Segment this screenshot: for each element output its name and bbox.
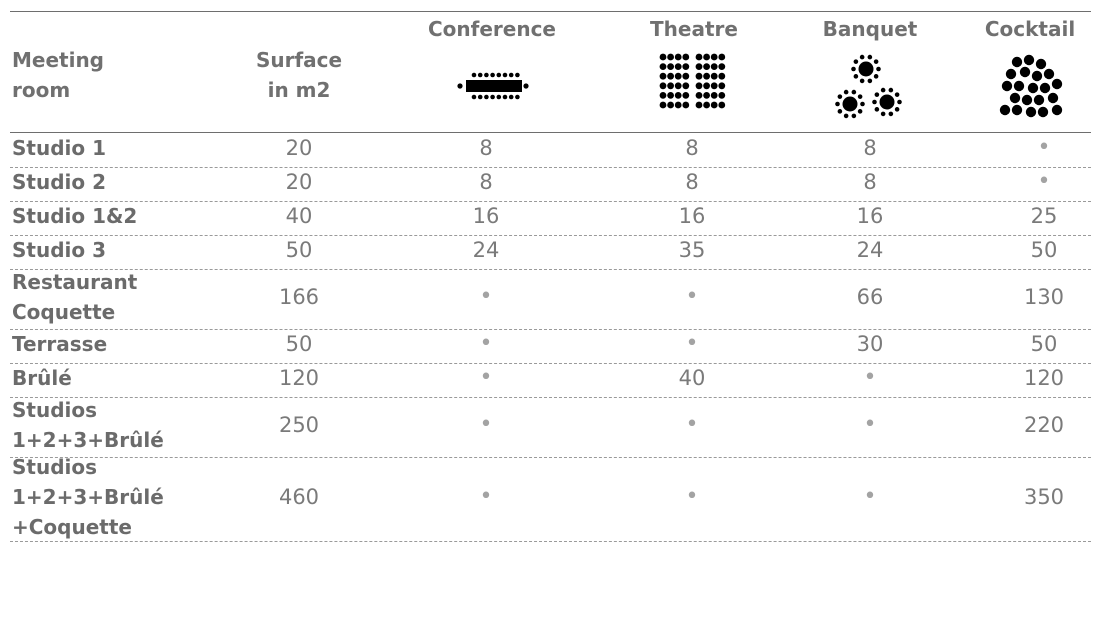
cell-surface: 50 [285,238,313,262]
cell-theatre: 16 [678,204,706,228]
cell-cocktail: 220 [1023,413,1065,437]
row-name: Studio 2 [12,170,106,194]
cell-cocktail: 120 [1023,366,1065,390]
cell-banquet: • [863,365,877,390]
cell-cocktail: 50 [1030,332,1058,356]
table-row: Studios 1+2+3+Brûlé 250 • • • 220 [10,397,1091,458]
table-row: Studio 1&2 40 16 16 16 25 [10,201,1091,236]
table-row: Brûlé 120 • 40 • 120 [10,363,1091,398]
cell-theatre: • [685,484,699,509]
cell-banquet: 30 [856,332,884,356]
cell-banquet: 66 [856,285,884,309]
table-row: Studios 1+2+3+Brûlé +Coquette 460 • • • 350 [10,455,1091,542]
header-surface: Surface in m2 [255,48,343,102]
cell-theatre: 40 [678,366,706,390]
table-row: Studio 1 20 8 8 8 • [10,133,1091,168]
theatre-seating-icon [659,53,726,109]
cell-theatre: • [685,284,699,309]
table-row: Restaurant Coquette 166 • • 66 130 [10,269,1091,330]
cell-theatre: 8 [685,136,699,160]
cell-conference: 24 [472,238,500,262]
header-separator [10,132,1091,133]
cell-surface: 20 [285,136,313,160]
table-row: Studio 2 20 8 8 8 • [10,167,1091,202]
banquet-round-tables-icon [835,54,902,119]
cell-theatre: • [685,412,699,437]
cell-cocktail: • [1037,169,1051,194]
cell-banquet: 24 [856,238,884,262]
row-name: Studio 1 [12,136,106,160]
cell-conference: • [479,365,493,390]
cell-surface: 460 [278,485,320,509]
table-header: Meeting room Surface in m2 Conference Th… [0,12,1109,133]
cell-surface: 120 [278,366,320,390]
cell-banquet: 16 [856,204,884,228]
row-name: Brûlé [12,366,72,390]
row-name: Studio 1&2 [12,204,138,228]
header-cocktail: Cocktail [984,17,1076,41]
cell-theatre: • [685,331,699,356]
top-rule [10,11,1091,12]
cell-banquet: 8 [863,136,877,160]
cell-conference: • [479,412,493,437]
cell-conference: 8 [479,170,493,194]
cell-surface: 250 [278,413,320,437]
cell-conference: 16 [472,204,500,228]
cell-banquet: 8 [863,170,877,194]
cell-conference: 8 [479,136,493,160]
cocktail-standing-icon [999,54,1063,118]
cell-cocktail: 25 [1030,204,1058,228]
header-banquet: Banquet [822,17,918,41]
header-theatre: Theatre [650,17,738,41]
cell-conference: • [479,484,493,509]
row-name: Restaurant Coquette [12,270,138,324]
cell-surface: 50 [285,332,313,356]
cell-cocktail: 130 [1023,285,1065,309]
table-row: Terrasse 50 • • 30 50 [10,329,1091,364]
row-name: Studios 1+2+3+Brûlé +Coquette [12,455,164,539]
row-name: Studios 1+2+3+Brûlé [12,398,164,452]
cell-cocktail: 50 [1030,238,1058,262]
table-row: Studio 3 50 24 35 24 50 [10,235,1091,270]
cell-banquet: • [863,484,877,509]
cell-theatre: 35 [678,238,706,262]
cell-surface: 20 [285,170,313,194]
header-meeting-room: Meeting room [12,48,105,102]
cell-conference: • [479,331,493,356]
conference-table-icon [457,72,529,100]
cell-surface: 40 [285,204,313,228]
cell-conference: • [479,284,493,309]
cell-banquet: • [863,412,877,437]
header-conference: Conference [427,17,556,41]
cell-cocktail: • [1037,135,1051,160]
cell-theatre: 8 [685,170,699,194]
cell-cocktail: 350 [1023,485,1065,509]
row-name: Terrasse [12,332,108,356]
row-name: Studio 3 [12,238,106,262]
cell-surface: 166 [278,285,320,309]
